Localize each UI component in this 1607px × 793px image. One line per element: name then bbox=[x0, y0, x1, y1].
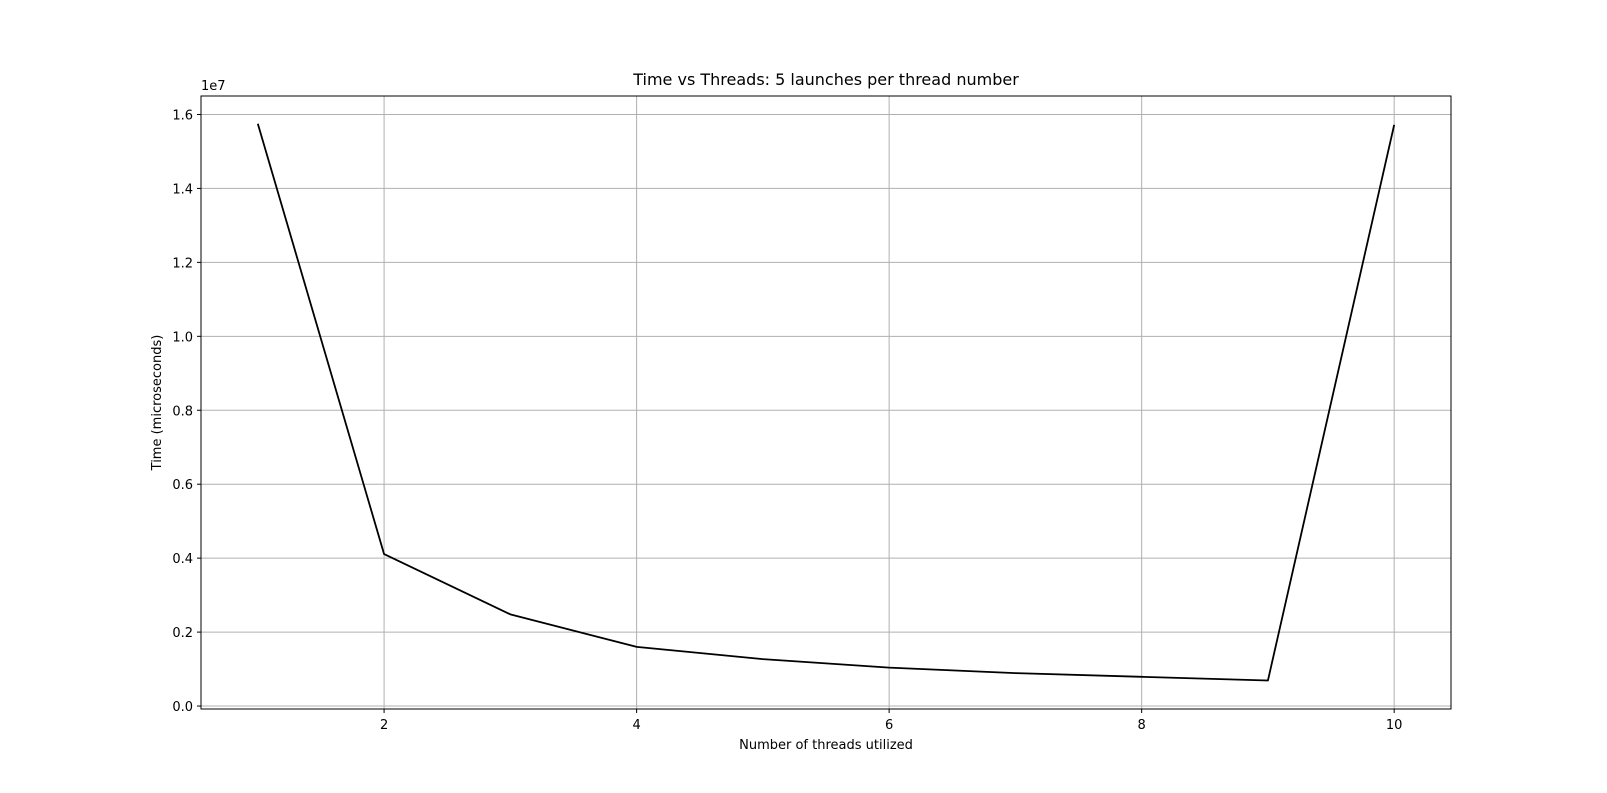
x-tick-label: 8 bbox=[1138, 718, 1146, 733]
y-axis-offset-label: 1e7 bbox=[201, 79, 226, 94]
plot-area-frame bbox=[200, 95, 1452, 710]
series-layer bbox=[256, 123, 1396, 682]
x-axis-ticks: 2 4 6 8 10 bbox=[380, 709, 1403, 733]
y-tick-label: 1.4 bbox=[172, 182, 193, 197]
x-tick-label: 2 bbox=[380, 718, 388, 733]
y-axis-label: Time (microseconds) bbox=[150, 335, 165, 472]
y-tick-label: 1.2 bbox=[172, 256, 193, 271]
x-axis-label: Number of threads utilized bbox=[739, 738, 913, 753]
y-tick-label: 0.2 bbox=[172, 626, 193, 641]
y-tick-label: 0.6 bbox=[172, 478, 193, 493]
y-tick-label: 1.6 bbox=[172, 108, 193, 123]
series-line bbox=[256, 123, 1396, 682]
x-tick-label: 6 bbox=[885, 718, 893, 733]
x-tick-label: 10 bbox=[1386, 718, 1403, 733]
grid-lines bbox=[201, 96, 1451, 709]
x-tick-label: 4 bbox=[632, 718, 640, 733]
chart-title: Time vs Threads: 5 launches per thread n… bbox=[632, 70, 1019, 89]
y-tick-label: 0.4 bbox=[172, 552, 193, 567]
y-tick-label: 0.0 bbox=[172, 700, 193, 715]
y-tick-label: 0.8 bbox=[172, 404, 193, 419]
y-tick-label: 1.0 bbox=[172, 330, 193, 345]
y-axis-ticks: 0.0 0.2 0.4 0.6 0.8 1.0 1.2 1.4 1.6 bbox=[172, 108, 201, 715]
